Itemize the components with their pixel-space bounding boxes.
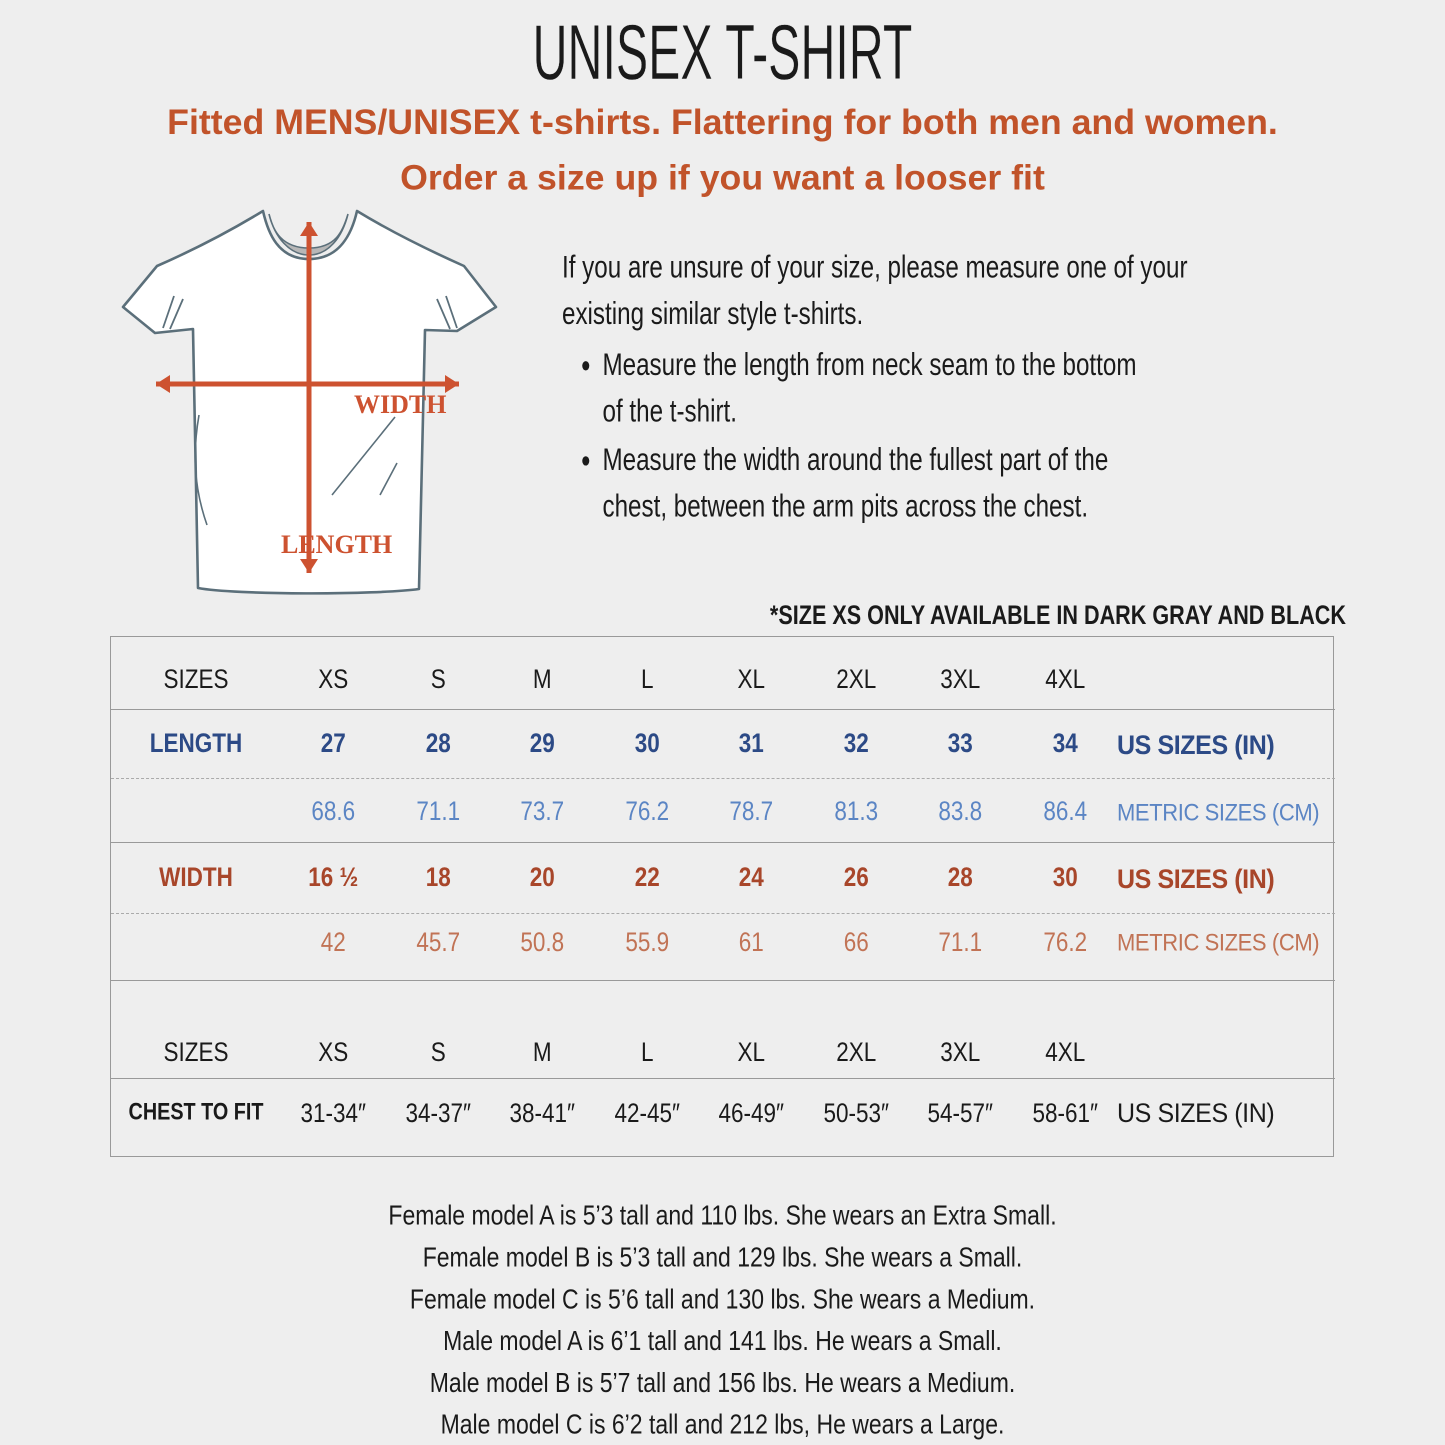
svg-text:LENGTH: LENGTH: [281, 530, 392, 559]
svg-text:WIDTH: WIDTH: [354, 390, 446, 419]
